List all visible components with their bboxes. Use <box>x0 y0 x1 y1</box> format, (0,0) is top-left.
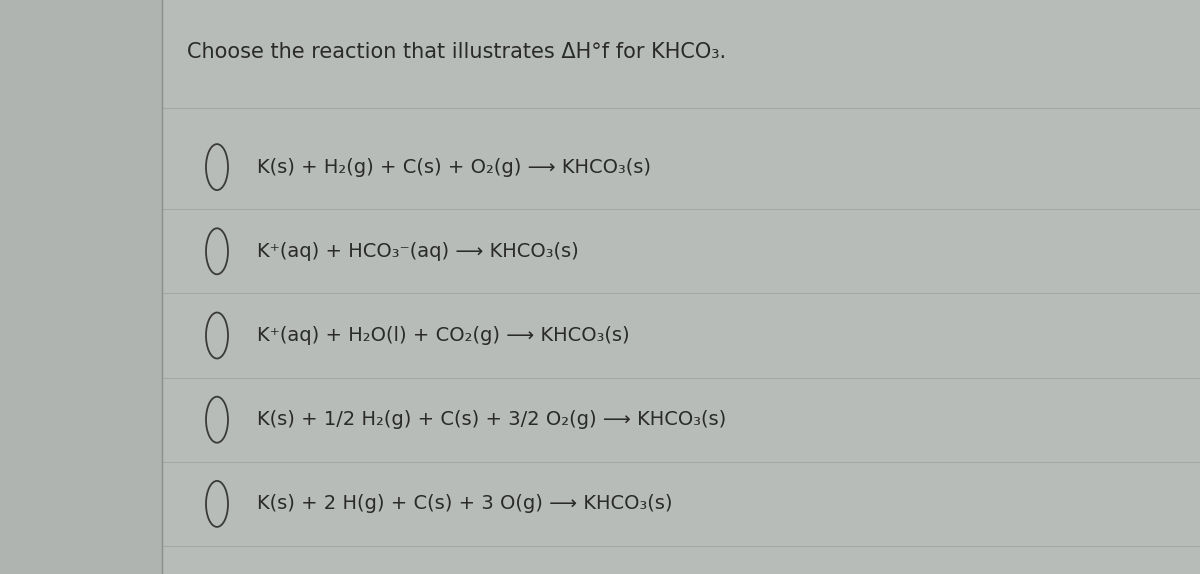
Text: K(s) + 2 H(g) + C(s) + 3 O(g) ⟶ KHCO₃(s): K(s) + 2 H(g) + C(s) + 3 O(g) ⟶ KHCO₃(s) <box>257 494 672 513</box>
Text: K(s) + H₂(g) + C(s) + O₂(g) ⟶ KHCO₃(s): K(s) + H₂(g) + C(s) + O₂(g) ⟶ KHCO₃(s) <box>257 158 650 177</box>
Text: Choose the reaction that illustrates ΔH°f for KHCO₃.: Choose the reaction that illustrates ΔH°… <box>187 42 726 62</box>
Text: K(s) + 1/2 H₂(g) + C(s) + 3/2 O₂(g) ⟶ KHCO₃(s): K(s) + 1/2 H₂(g) + C(s) + 3/2 O₂(g) ⟶ KH… <box>257 410 726 429</box>
Text: K⁺(aq) + HCO₃⁻(aq) ⟶ KHCO₃(s): K⁺(aq) + HCO₃⁻(aq) ⟶ KHCO₃(s) <box>257 242 578 261</box>
Text: K⁺(aq) + H₂O(l) + CO₂(g) ⟶ KHCO₃(s): K⁺(aq) + H₂O(l) + CO₂(g) ⟶ KHCO₃(s) <box>257 326 630 345</box>
Bar <box>0 0 162 574</box>
